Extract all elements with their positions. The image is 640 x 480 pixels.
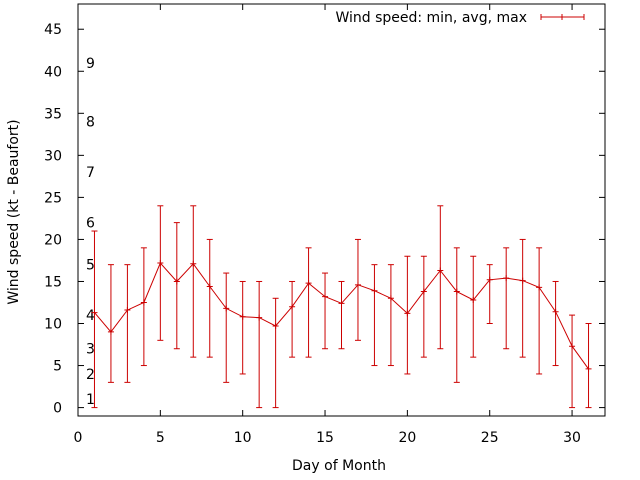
y-tick-label: 25 bbox=[44, 190, 62, 206]
avg-point bbox=[585, 365, 592, 372]
avg-point bbox=[354, 281, 361, 288]
x-tick-label: 15 bbox=[316, 430, 334, 446]
y-axis-label: Wind speed (kt - Beaufort) bbox=[6, 119, 22, 304]
avg-point bbox=[536, 284, 543, 291]
avg-point bbox=[124, 307, 131, 314]
avg-point bbox=[453, 288, 460, 295]
avg-point bbox=[437, 267, 444, 274]
x-axis-label: Day of Month bbox=[292, 458, 386, 474]
y-tick-label: 40 bbox=[44, 64, 62, 80]
beaufort-label: 7 bbox=[86, 165, 95, 181]
y-tick-label: 10 bbox=[44, 317, 62, 333]
y-tick-label: 35 bbox=[44, 106, 62, 122]
plot-frame bbox=[77, 3, 606, 417]
x-tick-label: 0 bbox=[74, 430, 83, 446]
avg-point bbox=[140, 299, 147, 306]
avg-point bbox=[289, 303, 296, 310]
avg-point bbox=[173, 278, 180, 285]
beaufort-label: 6 bbox=[86, 216, 95, 232]
beaufort-label: 9 bbox=[86, 56, 95, 72]
y-tick-label: 0 bbox=[53, 401, 62, 417]
avg-point bbox=[569, 343, 576, 350]
legend: Wind speed: min, avg, max bbox=[335, 10, 585, 26]
y-tick-label: 5 bbox=[53, 359, 62, 375]
avg-point bbox=[272, 323, 279, 330]
legend-label: Wind speed: min, avg, max bbox=[335, 10, 527, 26]
y-tick-label: 15 bbox=[44, 274, 62, 290]
beaufort-label: 2 bbox=[86, 367, 95, 383]
avg-point bbox=[387, 295, 394, 302]
beaufort-labels: 1 2 3 4 5 6 7 8 9 bbox=[86, 56, 95, 408]
avg-point bbox=[420, 288, 427, 295]
x-tick-label: 10 bbox=[234, 430, 252, 446]
avg-point bbox=[157, 259, 164, 266]
avg-point bbox=[206, 283, 213, 290]
avg-point bbox=[239, 313, 246, 320]
beaufort-label: 1 bbox=[86, 392, 95, 408]
avg-point bbox=[107, 328, 114, 335]
avg-point bbox=[519, 277, 526, 284]
y-tick-label: 30 bbox=[44, 148, 62, 164]
y-tick-label: 45 bbox=[44, 22, 62, 38]
avg-point bbox=[371, 287, 378, 294]
avg-point bbox=[338, 300, 345, 307]
legend-sample bbox=[540, 14, 585, 20]
avg-point bbox=[190, 260, 197, 267]
avg-point bbox=[470, 296, 477, 303]
avg-point bbox=[256, 314, 263, 321]
x-tick-label: 25 bbox=[481, 430, 499, 446]
y-tick-label: 20 bbox=[44, 232, 62, 248]
beaufort-label: 3 bbox=[86, 342, 95, 358]
x-tick-label: 30 bbox=[563, 430, 581, 446]
x-tick-label: 5 bbox=[156, 430, 165, 446]
beaufort-label: 8 bbox=[86, 115, 95, 131]
avg-point bbox=[404, 310, 411, 317]
beaufort-label: 4 bbox=[86, 308, 95, 324]
beaufort-label: 5 bbox=[86, 258, 95, 274]
avg-point bbox=[322, 293, 329, 300]
avg-point bbox=[503, 275, 510, 282]
avg-point bbox=[223, 305, 230, 312]
avg-point bbox=[486, 276, 493, 283]
x-tick-label: 20 bbox=[398, 430, 416, 446]
avg-point bbox=[305, 280, 312, 287]
avg-point bbox=[552, 308, 559, 315]
series-layer bbox=[91, 205, 592, 409]
avg-point bbox=[91, 309, 98, 316]
